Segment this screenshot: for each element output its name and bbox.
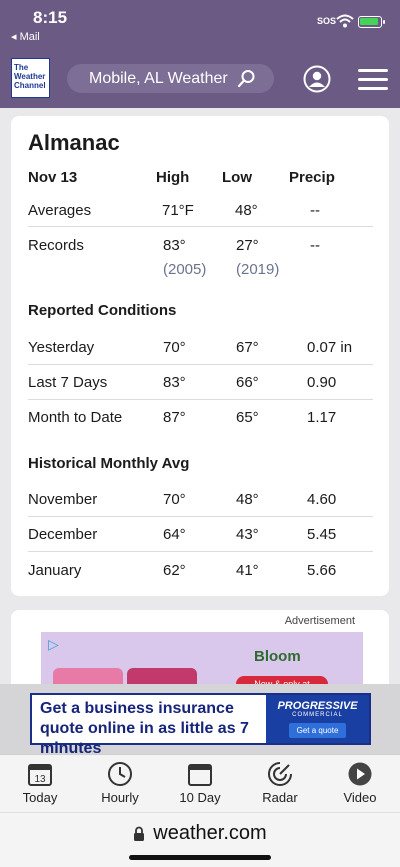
location-search-button[interactable]: Mobile, AL Weather [67, 64, 274, 93]
progressive-sub: COMMERCIAL [292, 712, 343, 718]
clock-icon [108, 762, 132, 786]
low-value: 65° [236, 409, 259, 426]
nav-10-day[interactable]: 10 Day [165, 761, 235, 805]
low-value: 48° [236, 491, 259, 508]
wifi-icon [336, 14, 354, 28]
battery-icon [358, 16, 385, 28]
browser-url-bar[interactable]: weather.com [0, 812, 400, 867]
app-header: 8:15 ◂ Mail SOS The Weather Channel Mobi… [0, 0, 400, 108]
nav-video[interactable]: Video [325, 761, 395, 805]
high-header: High [156, 169, 190, 186]
url-text: weather.com [153, 822, 267, 844]
high-value: 64° [163, 526, 186, 543]
low-record-year: (2019) [236, 261, 280, 278]
high-value: 83° [163, 237, 186, 254]
low-value: 48° [235, 202, 258, 219]
row-label: November [28, 491, 98, 508]
nav-today[interactable]: 13 Today [5, 761, 75, 805]
low-header: Low [222, 169, 252, 186]
progressive-ad-banner[interactable]: Get a business insurance quote online in… [30, 693, 371, 757]
nav-hourly[interactable]: Hourly [85, 761, 155, 805]
reported-conditions-heading: Reported Conditions [28, 302, 177, 319]
weather-channel-logo[interactable]: The Weather Channel [11, 58, 50, 98]
divider [28, 399, 373, 400]
row-label: Averages [28, 202, 92, 219]
progressive-ad-text: Get a business insurance quote online in… [40, 700, 249, 757]
almanac-title: Almanac [28, 130, 120, 155]
advertisement-label: Advertisement [284, 615, 355, 627]
get-quote-button[interactable]: Get a quote [288, 723, 347, 738]
radar-icon [268, 762, 292, 786]
nav-label: 10 Day [179, 790, 221, 805]
row-label: January [28, 562, 82, 579]
divider [28, 364, 373, 365]
account-icon[interactable] [303, 65, 331, 93]
home-indicator [129, 855, 271, 860]
play-video-icon [348, 762, 372, 786]
high-value: 71°F [162, 202, 194, 219]
calendar-day-icon: 13 [28, 764, 52, 786]
nav-label: Today [22, 790, 58, 805]
row-label: December [28, 526, 98, 543]
precip-value: 5.66 [307, 562, 337, 579]
high-record-year: (2005) [163, 261, 207, 278]
row-label: Records [28, 237, 84, 254]
status-time: 8:15 [33, 8, 68, 27]
progressive-brand: PROGRESSIVE [277, 700, 358, 712]
divider [28, 516, 373, 517]
historical-monthly-heading: Historical Monthly Avg [28, 455, 190, 472]
search-icon [237, 70, 255, 88]
sos-indicator: SOS [317, 16, 337, 26]
high-value: 70° [163, 491, 186, 508]
divider [28, 551, 373, 552]
status-bar: 8:15 ◂ Mail SOS [0, 0, 400, 44]
low-value: 27° [236, 237, 259, 254]
high-value: 62° [163, 562, 186, 579]
precip-value: 4.60 [307, 491, 337, 508]
search-label: Mobile, AL Weather [89, 69, 228, 87]
bloom-ad-banner[interactable]: ▷ Bloom New & only at [41, 632, 363, 690]
hamburger-menu-icon[interactable] [358, 69, 388, 96]
precip-value: -- [310, 202, 320, 219]
nav-label: Radar [262, 790, 298, 805]
bloom-brand: Bloom [254, 648, 301, 665]
nav-radar[interactable]: Radar [245, 761, 315, 805]
row-label: Yesterday [28, 339, 95, 356]
almanac-card: Almanac Nov 13 High Low Precip Averages … [11, 116, 389, 596]
low-value: 67° [236, 339, 259, 356]
high-value: 87° [163, 409, 186, 426]
precip-value: 0.07 in [307, 339, 353, 356]
url-display[interactable]: weather.com [133, 822, 267, 845]
records-row: Records 83° (2005) 27° (2019) -- [28, 237, 373, 278]
row-label: Last 7 Days [28, 374, 108, 391]
high-value: 83° [163, 374, 186, 391]
advertisement-card: Advertisement ▷ Bloom New & only at [11, 610, 389, 690]
back-to-mail-link[interactable]: ◂ Mail [11, 31, 40, 43]
low-value: 43° [236, 526, 259, 543]
date-header: Nov 13 [28, 169, 78, 186]
sticky-ad-strip: Get a business insurance quote online in… [0, 684, 400, 757]
bottom-navigation: 13 Today Hourly 10 Day Radar Video [0, 754, 400, 812]
calendar-icon [188, 764, 212, 786]
precip-header: Precip [289, 169, 335, 186]
lock-icon [134, 826, 145, 841]
ad-choices-icon[interactable]: ▷ [48, 636, 59, 652]
row-label: Month to Date [28, 409, 123, 426]
precip-value: 1.17 [307, 409, 337, 426]
calendar-day-number: 13 [34, 774, 46, 785]
precip-value: 5.45 [307, 526, 337, 543]
divider [28, 226, 373, 227]
nav-label: Hourly [101, 790, 139, 805]
high-value: 70° [163, 339, 186, 356]
progressive-ad-side: PROGRESSIVE COMMERCIAL Get a quote [266, 695, 369, 743]
precip-value: 0.90 [307, 374, 337, 391]
precip-value: -- [310, 237, 320, 254]
low-value: 66° [236, 374, 259, 391]
low-value: 41° [236, 562, 259, 579]
nav-label: Video [343, 790, 377, 805]
